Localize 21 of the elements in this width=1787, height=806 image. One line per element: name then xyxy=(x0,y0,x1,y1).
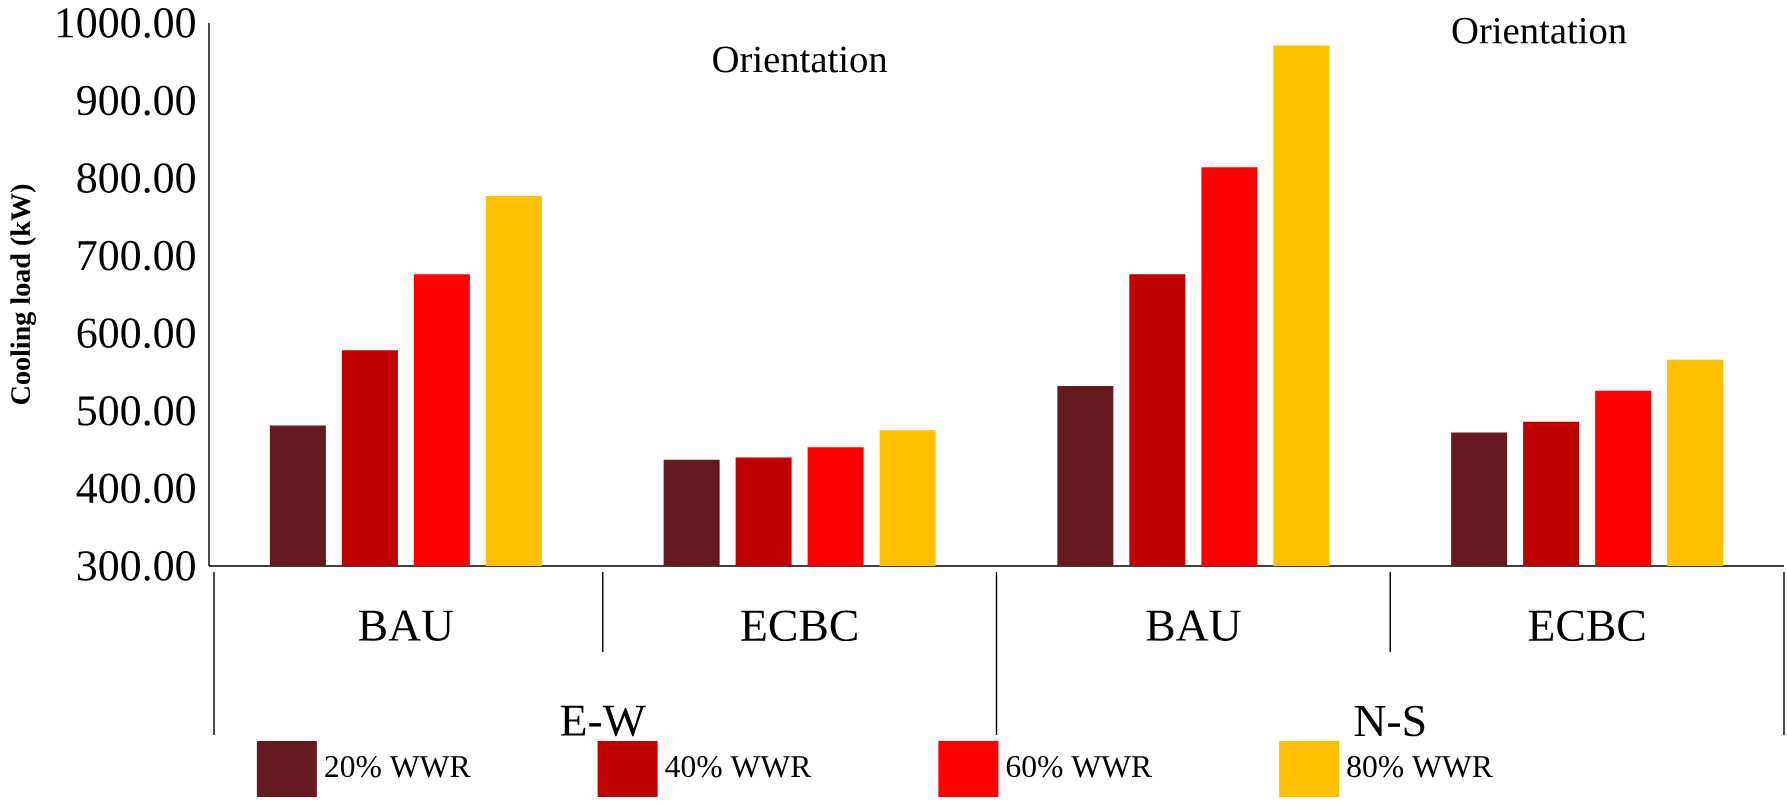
y-tick-label: 300.00 xyxy=(77,551,195,581)
annotation: Orientation xyxy=(1452,17,1627,44)
legend-label: 40% WWR xyxy=(665,755,812,778)
y-tick-label: 900.00 xyxy=(77,85,195,116)
text: E-W xyxy=(560,705,646,737)
annotation: Orientation xyxy=(713,46,888,73)
text: N-S xyxy=(1354,705,1425,737)
y-tick-label: 500.00 xyxy=(78,395,195,426)
legend-label: 60% WWR xyxy=(1006,755,1153,778)
y-axis-title: Cooling load (kW) xyxy=(10,184,37,405)
y-tick-label: 600.00 xyxy=(77,318,195,349)
x-tick-label: BAU xyxy=(1146,610,1241,642)
legend-label: 20% WWR xyxy=(325,755,471,778)
legend-label: 80% WWR xyxy=(1347,755,1493,778)
x-tick-label: ECBC xyxy=(1528,610,1645,642)
x-tick-label: BAU xyxy=(358,610,454,642)
y-tick-label: 1000.00 xyxy=(57,8,195,38)
y-tick-label: 700.00 xyxy=(78,240,195,271)
y-tick-label: 400.00 xyxy=(76,473,195,504)
y-tick-label: 800.00 xyxy=(77,163,195,194)
x-tick-label: ECBC xyxy=(741,610,857,642)
